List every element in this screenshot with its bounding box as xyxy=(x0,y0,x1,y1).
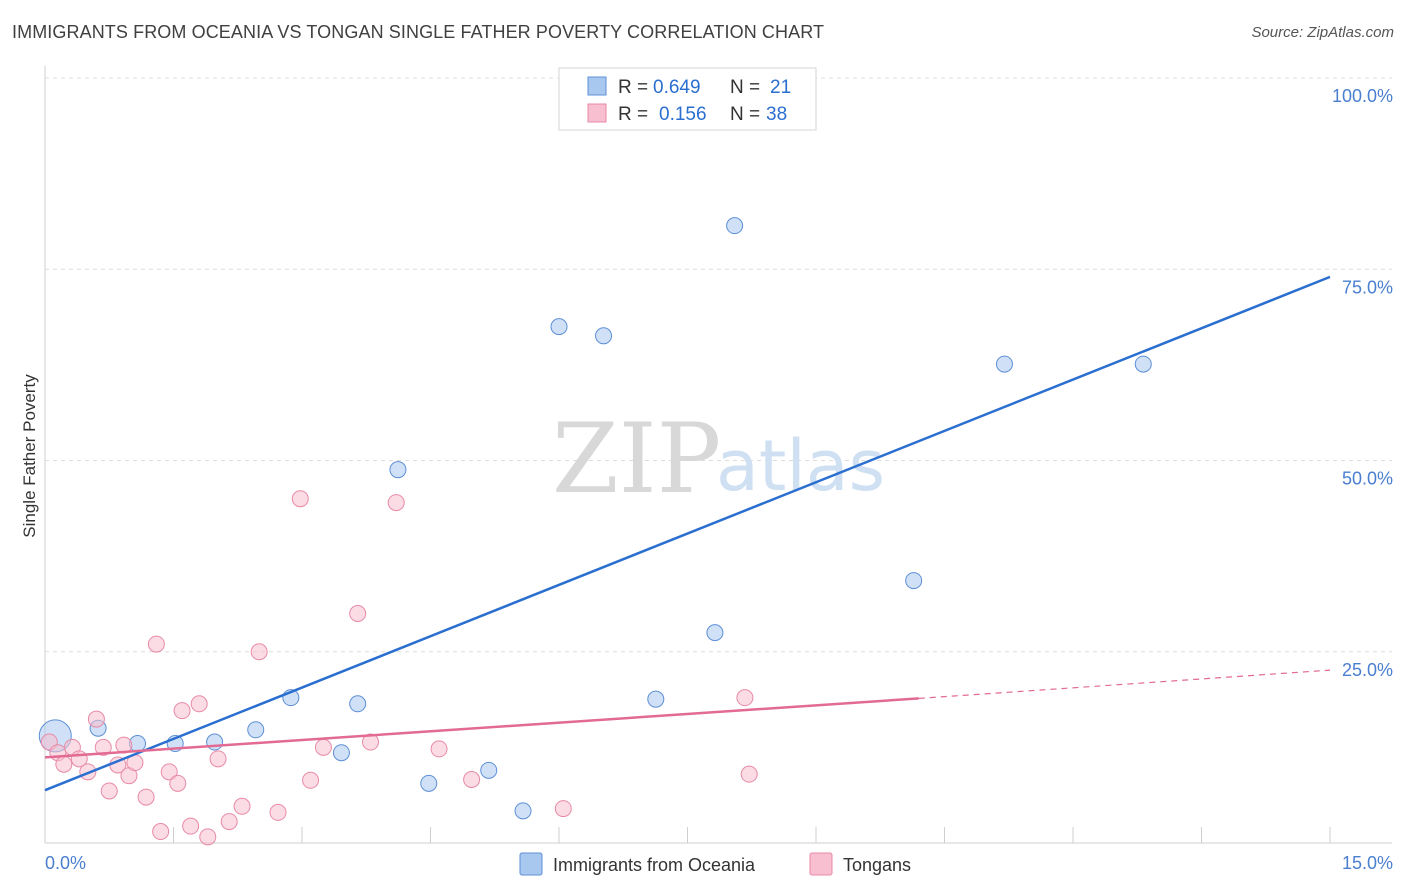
y-axis-label: Single Father Poverty xyxy=(20,374,39,538)
stats-r-label-oceania: R = xyxy=(618,77,648,98)
point-tongans-13 xyxy=(137,788,155,806)
watermark: ZIP atlas xyxy=(552,403,885,515)
point-oceania-12 xyxy=(514,802,532,820)
stats-r-label-tongans: R = xyxy=(618,104,648,125)
point-oceania-9 xyxy=(389,461,407,479)
point-tongans-32 xyxy=(387,494,405,512)
y-tick-label-3: 100.0% xyxy=(1332,86,1393,106)
chart-title: IMMIGRANTS FROM OCEANIA VS TONGAN SINGLE… xyxy=(12,22,825,42)
legend-swatch-tongans xyxy=(809,852,833,876)
point-tongans-26 xyxy=(269,803,287,821)
x-tick-label-1: 15.0% xyxy=(1342,853,1393,873)
point-tongans-15 xyxy=(152,823,170,841)
trend-line-tongans xyxy=(44,697,919,759)
stats-box: R = 0.649 N = 21 R = 0.156 N = 38 xyxy=(558,67,817,131)
point-tongans-14 xyxy=(147,635,165,653)
point-tongans-27 xyxy=(291,490,309,508)
stats-n-value-tongans: 38 xyxy=(766,104,787,125)
point-tongans-36 xyxy=(736,689,754,707)
stats-n-label-tongans: N = xyxy=(730,104,760,125)
point-tongans-7 xyxy=(94,738,112,756)
point-oceania-5 xyxy=(247,721,265,739)
point-tongans-22 xyxy=(209,750,227,768)
point-tongans-30 xyxy=(349,605,367,622)
point-tongans-29 xyxy=(314,738,332,756)
point-tongans-16 xyxy=(160,763,178,781)
tick-labels: 25.0% 50.0% 75.0% 100.0% 0.0% 15.0% xyxy=(45,86,1393,873)
point-oceania-17 xyxy=(726,217,744,235)
point-tongans-34 xyxy=(463,771,481,789)
stats-n-label-oceania: N = xyxy=(730,77,760,98)
point-tongans-24 xyxy=(233,797,251,815)
point-tongans-17 xyxy=(169,774,187,792)
point-tongans-23 xyxy=(220,813,238,831)
point-tongans-19 xyxy=(182,817,200,835)
stats-swatch-tongans xyxy=(587,103,607,123)
legend-label-oceania: Immigrants from Oceania xyxy=(553,855,756,875)
legend-swatch-oceania xyxy=(519,852,543,876)
point-oceania-7 xyxy=(332,744,350,762)
chart-source: Source: ZipAtlas.com xyxy=(1251,24,1394,41)
point-oceania-11 xyxy=(480,761,498,779)
point-oceania-19 xyxy=(995,355,1013,373)
point-oceania-16 xyxy=(706,624,724,642)
stats-swatch-oceania xyxy=(587,76,607,96)
point-tongans-8 xyxy=(100,782,118,800)
point-tongans-6 xyxy=(87,710,105,728)
trend-line-oceania xyxy=(44,275,1331,792)
point-oceania-15 xyxy=(647,690,665,708)
legend: Immigrants from Oceania Tongans xyxy=(519,852,911,876)
point-tongans-35 xyxy=(554,800,572,818)
point-tongans-18 xyxy=(173,702,191,720)
stats-r-value-oceania: 0.649 xyxy=(653,77,701,98)
point-oceania-10 xyxy=(420,774,438,792)
y-tick-label-0: 25.0% xyxy=(1342,660,1393,680)
point-tongans-33 xyxy=(430,740,448,758)
stats-n-value-oceania: 21 xyxy=(770,77,791,98)
point-oceania-4 xyxy=(206,733,224,751)
point-oceania-8 xyxy=(349,695,367,713)
trend-extension-tongans xyxy=(918,669,1331,700)
point-tongans-31 xyxy=(362,733,380,751)
point-tongans-28 xyxy=(302,771,320,789)
x-tick-label-0: 0.0% xyxy=(45,853,86,873)
y-tick-label-2: 75.0% xyxy=(1342,277,1393,297)
legend-label-tongans: Tongans xyxy=(843,855,911,875)
point-tongans-2 xyxy=(55,755,73,773)
watermark-zip: ZIP xyxy=(552,403,721,515)
point-oceania-14 xyxy=(595,327,613,345)
point-tongans-37 xyxy=(740,765,758,783)
axes xyxy=(44,66,1392,844)
y-tick-label-1: 50.0% xyxy=(1342,469,1393,489)
point-tongans-21 xyxy=(199,828,217,846)
point-oceania-13 xyxy=(550,318,568,336)
point-oceania-18 xyxy=(905,572,923,590)
gridlines xyxy=(45,77,1392,653)
point-tongans-20 xyxy=(190,695,208,713)
point-oceania-20 xyxy=(1134,355,1152,373)
trend-lines xyxy=(44,275,1331,792)
stats-r-value-tongans: 0.156 xyxy=(659,104,707,125)
data-points xyxy=(38,217,1152,846)
point-tongans-25 xyxy=(250,643,268,661)
